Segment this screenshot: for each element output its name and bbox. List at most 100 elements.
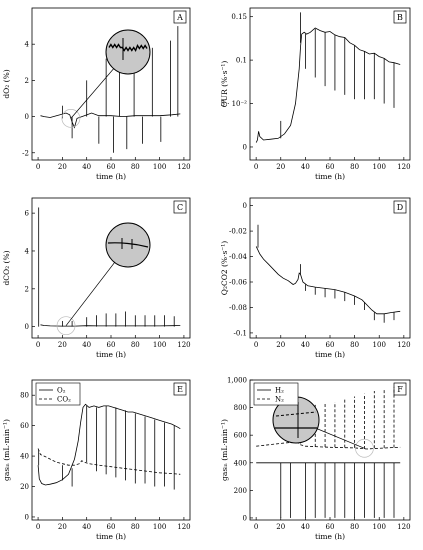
zoom-trace-n2 [275, 411, 317, 417]
x-tick-label: 20 [276, 163, 285, 171]
x-tick-label: 100 [153, 341, 166, 349]
series-line-0 [40, 112, 181, 129]
zoom-inset [272, 396, 374, 458]
x-tick-label: 120 [177, 341, 190, 349]
x-tick-label: 100 [153, 523, 166, 531]
y-axis-label: gasᵢₙ (mL·min⁻¹) [220, 419, 229, 481]
panel-letter-text: F [397, 385, 403, 394]
x-tick-label: 80 [350, 163, 359, 171]
zoom-circle [105, 29, 151, 75]
y-tick-label: -0.08 [229, 304, 247, 312]
x-tick-label: 0 [254, 163, 258, 171]
y-tick-label: 2 [25, 77, 29, 85]
x-tick-label: 80 [350, 341, 359, 349]
x-axis-label: time (h) [315, 172, 345, 181]
y-tick-label: 0 [25, 513, 29, 521]
x-tick-label: 0 [254, 341, 258, 349]
series-line-0 [40, 324, 181, 327]
zoom-origin-circle [355, 438, 374, 458]
panel-letter-text: B [397, 13, 403, 22]
legend-box [35, 382, 81, 406]
zoom-origin-circle [56, 316, 76, 336]
y-tick-label: 0 [243, 143, 247, 151]
x-tick-label: 40 [82, 163, 91, 171]
y-tick-label: 4 [25, 247, 30, 255]
x-tick-label: 60 [326, 523, 335, 531]
series-line-0 [255, 27, 401, 143]
x-tick-label: 0 [36, 523, 40, 531]
chart-panel-D: 0 20 40 60 80 100 120 0 -0.02 -0.04 -0.06 -0.08 -0.1… [220, 197, 411, 359]
y-tick-label: 2 [25, 285, 29, 293]
x-tick-label: 120 [177, 523, 190, 531]
panel-letter-text: D [397, 203, 403, 212]
panel-letter-box [393, 200, 407, 214]
x-tick-label: 100 [373, 163, 386, 171]
panel-letter-box [393, 10, 407, 24]
y-tick-label: 400 [234, 459, 247, 467]
panel-letter: D [393, 200, 407, 214]
x-tick-label: 100 [373, 341, 386, 349]
panel-letter: E [173, 382, 187, 396]
y-tick-label: -0.04 [229, 253, 247, 261]
y-tick-label: 200 [234, 487, 247, 495]
panel-letter-box [173, 10, 187, 24]
series-line-0 [255, 246, 401, 315]
y-axis-label: Q₂CO2 (%·s⁻¹) [220, 241, 229, 295]
x-tick-label: 60 [107, 163, 116, 171]
y-axis-label: dO₂ (%) [2, 69, 11, 98]
y-tick-label: 800 [234, 404, 247, 412]
x-tick-label: 80 [131, 163, 140, 171]
y-tick-label: 0 [25, 113, 29, 121]
y-tick-label: 0.15 [231, 13, 247, 21]
x-tick-label: 60 [107, 523, 116, 531]
legend-label: CO₂ [57, 396, 71, 404]
chart-panel-A: 0 20 40 60 80 100 120 -2 0 2 4 time (h) dO₂ (%) A [2, 7, 191, 181]
y-tick-label: 6 [25, 210, 30, 218]
y-tick-label: -0.02 [229, 228, 247, 236]
x-tick-label: 120 [397, 523, 410, 531]
x-tick-label: 40 [82, 523, 91, 531]
x-axis-label: time (h) [315, 532, 345, 541]
zoom-origin-circle [61, 109, 81, 128]
y-axis-label: dCO₂ (%) [2, 250, 11, 285]
x-tick-label: 20 [276, 523, 285, 531]
chart-panel-F: 0 20 40 60 80 100 120 0 200 400 600 800 1,000 time (h… [220, 377, 411, 542]
x-tick-label: 40 [82, 341, 91, 349]
panel-letter: C [173, 200, 187, 214]
panel-letter-box [173, 200, 187, 214]
x-tick-label: 40 [301, 341, 310, 349]
x-tick-label: 20 [58, 163, 67, 171]
x-tick-label: 0 [36, 163, 40, 171]
x-tick-label: 60 [326, 163, 335, 171]
zoom-inset [56, 222, 151, 336]
chart-panel-B: 0 20 40 60 80 100 120 0 5 · 10⁻² 0.1 0.15 time (h) O… [220, 7, 411, 181]
zoom-trace [107, 242, 149, 248]
plot-frame [249, 197, 411, 339]
panel-letter: F [393, 382, 407, 396]
legend-label: H₂ [275, 387, 284, 395]
x-tick-label: 80 [350, 523, 359, 531]
y-axis-label: OUR (%·s⁻¹) [220, 61, 229, 108]
legend-box [253, 382, 299, 406]
y-tick-label: 0.1 [236, 57, 247, 65]
x-axis-label: time (h) [96, 350, 126, 359]
plot-frame [31, 7, 191, 161]
y-tick-label: -0.06 [229, 279, 247, 287]
series-line-1 [37, 448, 181, 475]
y-axis-label: gasᵢₙ (mL·min⁻¹) [2, 419, 11, 481]
panel-letter-text: E [177, 385, 183, 394]
plot-frame [31, 197, 191, 339]
x-tick-label: 100 [373, 523, 386, 531]
legend-label: N₂ [275, 396, 284, 404]
y-tick-label: 60 [20, 422, 29, 430]
x-tick-label: 60 [326, 341, 335, 349]
x-axis-label: time (h) [315, 350, 345, 359]
y-tick-label: 80 [20, 392, 29, 400]
y-tick-label: -2 [22, 149, 29, 157]
x-tick-label: 120 [397, 341, 410, 349]
x-tick-label: 40 [301, 163, 310, 171]
y-tick-label: 0 [243, 514, 247, 522]
panel-letter-text: A [176, 13, 183, 22]
y-tick-label: 40 [20, 453, 29, 461]
